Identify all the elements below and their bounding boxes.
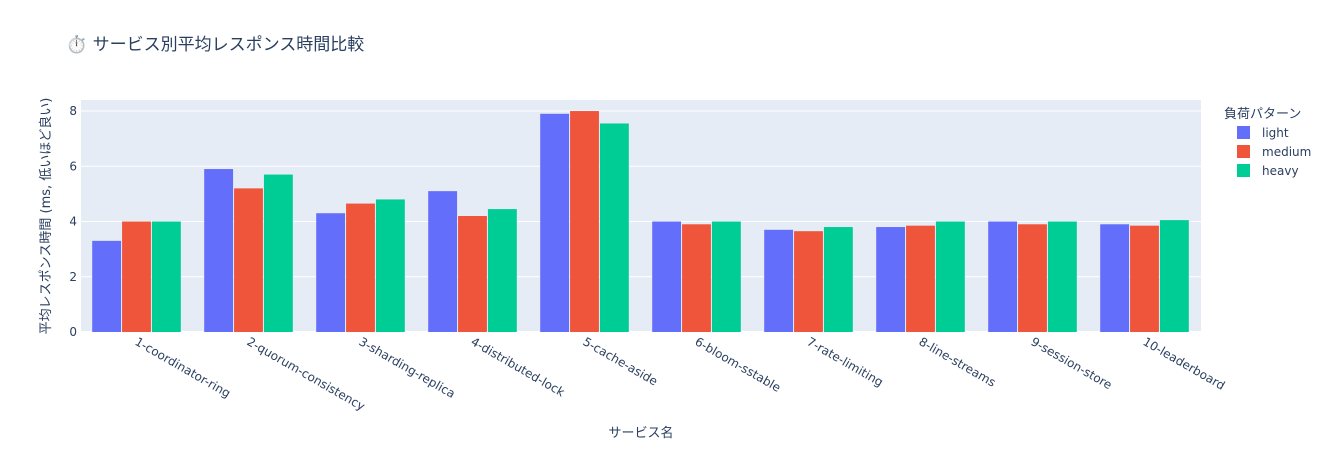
bar-medium — [570, 111, 599, 332]
bar-medium — [234, 188, 263, 332]
y-tick-label: 0 — [69, 325, 77, 339]
bars — [92, 111, 1189, 332]
bar-heavy — [935, 221, 965, 332]
legend-swatch-heavy — [1237, 164, 1250, 177]
legend: 負荷パターン light medium heavy — [1224, 107, 1311, 178]
x-tick-label: 8-line-streams — [917, 334, 999, 389]
bar-light — [652, 221, 682, 332]
bar-medium — [1018, 224, 1047, 332]
bar-light — [92, 240, 122, 332]
bar-light — [1100, 224, 1130, 332]
bar-light — [204, 169, 234, 332]
y-axis-ticks: 0 2 4 6 8 — [69, 104, 77, 339]
bar-medium — [458, 216, 487, 332]
bar-heavy — [263, 174, 293, 332]
bar-medium — [682, 224, 711, 332]
y-tick-label: 8 — [69, 104, 77, 118]
x-tick-label: 3-sharding-replica — [357, 334, 458, 400]
x-tick-label: 5-cache-aside — [581, 334, 661, 388]
y-axis-title: 平均レスポンス時間 (ms, 低いほど良い) — [38, 98, 54, 335]
x-axis-ticks: 1-coordinator-ring 2-quorum-consistency3-… — [133, 334, 1228, 413]
bar-light — [876, 227, 906, 332]
bar-heavy — [1159, 220, 1189, 332]
bar-light — [764, 229, 794, 332]
legend-swatch-medium — [1237, 145, 1250, 158]
x-tick-label: 10-leaderboard — [1141, 334, 1228, 392]
y-tick-label: 4 — [69, 215, 77, 229]
x-tick-label: 9-session-store — [1029, 334, 1115, 392]
legend-label-medium: medium — [1262, 145, 1311, 159]
bar-heavy — [599, 123, 629, 332]
bar-heavy — [375, 199, 405, 332]
x-axis-title: サービス名 — [608, 425, 673, 441]
bar-medium — [122, 221, 151, 332]
bar-heavy — [1047, 221, 1077, 332]
x-tick-label: 2-quorum-consistency — [245, 334, 368, 413]
bar-heavy — [711, 221, 741, 332]
y-tick-label: 6 — [69, 159, 77, 173]
bar-light — [428, 191, 458, 332]
x-tick-label: 4-distributed-lock — [469, 334, 568, 399]
x-tick-label: 6-bloom-sstable — [693, 334, 784, 394]
bar-heavy — [487, 209, 517, 332]
y-tick-label: 2 — [69, 270, 77, 284]
bar-light — [316, 213, 346, 332]
bar-medium — [1130, 225, 1159, 332]
bar-light — [988, 221, 1018, 332]
bar-heavy — [823, 227, 853, 332]
bar-medium — [346, 203, 375, 332]
bar-medium — [906, 225, 935, 332]
legend-label-heavy: heavy — [1262, 164, 1299, 178]
bar-light — [540, 113, 570, 332]
bar-heavy — [151, 221, 181, 332]
x-tick-label: 1-coordinator-ring — [133, 334, 233, 400]
x-tick-label: 7-rate-limiting — [805, 334, 886, 389]
legend-title: 負荷パターン — [1224, 107, 1301, 122]
legend-label-light: light — [1262, 126, 1289, 140]
legend-swatch-light — [1237, 126, 1250, 139]
bar-medium — [794, 231, 823, 332]
chart-title: ⏱️ サービス別平均レスポンス時間比較 — [66, 34, 364, 55]
